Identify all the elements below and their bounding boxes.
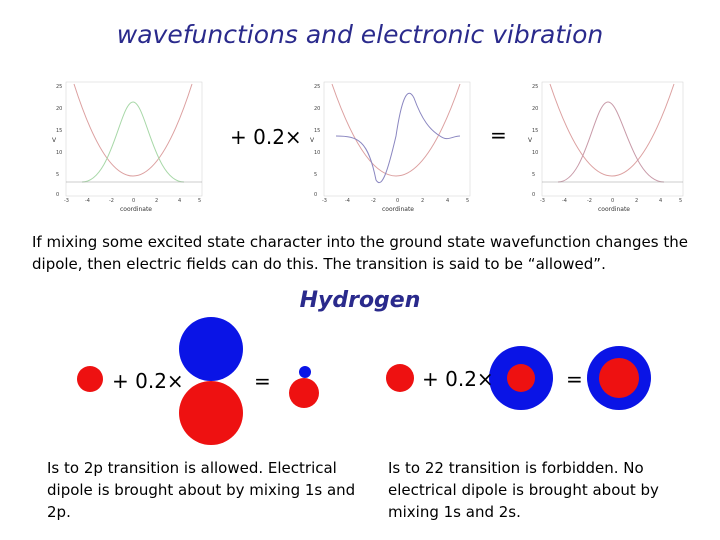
mixed-state-plot: 25 20 15 10 5 0 V -3 -4 -2 0 2 4 5 coord… [528, 81, 684, 213]
hydrogen-heading: Hydrogen [299, 288, 421, 313]
x-tick: 5 [679, 198, 682, 204]
x-tick: 2 [635, 198, 638, 204]
x-tick: -2 [587, 198, 592, 204]
x-tick: -3 [540, 198, 545, 204]
y-axis-label: V [310, 137, 315, 144]
caption-forbidden: Is to 22 transition is forbidden. No ele… [388, 459, 659, 521]
y-tick: 10 [314, 150, 320, 156]
y-tick: 20 [56, 106, 62, 112]
ground-wavefunction [81, 101, 185, 183]
y-tick: 25 [56, 84, 62, 90]
x-tick: 0 [611, 198, 614, 204]
x-tick: -2 [109, 198, 114, 204]
y-tick: 5 [56, 172, 59, 178]
y-tick: 5 [532, 172, 535, 178]
mixed-orbital-inner [599, 358, 639, 398]
potential-curve [73, 83, 193, 177]
y-tick: 10 [56, 150, 62, 156]
ground-state-plot: 25 20 15 10 5 0 V -3 -4 -2 0 2 4 5 coord… [52, 81, 203, 213]
x-tick: -3 [64, 198, 69, 204]
x-tick: 5 [466, 198, 469, 204]
x-axis-label: coordinate [382, 206, 414, 213]
orbital-diagram-1s-2p [77, 317, 319, 445]
y-tick: 15 [56, 128, 62, 134]
caption-allowed: Is to 2p transition is allowed. Electric… [47, 459, 356, 521]
y-ticks: 25 20 15 10 5 0 [314, 84, 320, 198]
orbital-2s-inner [507, 364, 535, 392]
mixed-lobe-small [299, 366, 311, 378]
equals-operator: = [566, 367, 583, 391]
x-tick: 2 [421, 198, 424, 204]
x-tick: 4 [659, 198, 662, 204]
x-tick: 5 [198, 198, 201, 204]
y-tick: 0 [314, 192, 317, 198]
page-title: wavefunctions and electronic vibration [116, 20, 604, 49]
x-tick: -4 [562, 198, 567, 204]
x-tick: 4 [446, 198, 449, 204]
x-tick: 0 [132, 198, 135, 204]
y-ticks: 25 20 15 10 5 0 [56, 84, 62, 198]
potential-curve [549, 83, 675, 177]
mixed-wavefunction [557, 101, 665, 183]
x-axis-label: coordinate [120, 206, 152, 213]
plus-operator: + 0.2× [230, 125, 302, 149]
x-ticks: -3 -4 -2 0 2 4 5 [64, 198, 201, 204]
y-tick: 15 [532, 128, 538, 134]
potential-curve [331, 83, 461, 177]
excited-state-plot: 25 20 15 10 5 0 V -3 -4 -2 0 2 4 5 coord… [310, 81, 471, 213]
y-tick: 25 [314, 84, 320, 90]
x-tick: -3 [322, 198, 327, 204]
x-ticks: -3 -4 -2 0 2 4 5 [540, 198, 682, 204]
y-tick: 20 [314, 106, 320, 112]
y-axis-label: V [528, 137, 533, 144]
orbital-2p-lobe-negative [179, 317, 243, 381]
y-axis-label: V [52, 137, 57, 144]
plus-operator: + 0.2× [112, 369, 184, 393]
y-tick: 20 [532, 106, 538, 112]
y-tick: 15 [314, 128, 320, 134]
x-tick: -4 [345, 198, 350, 204]
x-tick: -4 [85, 198, 90, 204]
orbital-diagram-1s-2s [386, 346, 651, 410]
equals-operator: = [254, 369, 271, 393]
explanation-text: If mixing some excited state character i… [32, 233, 688, 273]
orbital-1s [386, 364, 414, 392]
y-tick: 25 [532, 84, 538, 90]
y-tick: 5 [314, 172, 317, 178]
x-tick: 2 [155, 198, 158, 204]
y-tick: 0 [532, 192, 535, 198]
x-axis-label: coordinate [598, 206, 630, 213]
x-tick: 0 [396, 198, 399, 204]
orbital-1s [77, 366, 103, 392]
excited-wavefunction [335, 92, 461, 183]
x-tick: 4 [178, 198, 181, 204]
orbital-2p-lobe-positive [179, 381, 243, 445]
y-tick: 0 [56, 192, 59, 198]
mixed-lobe-large [289, 378, 319, 408]
plus-operator: + 0.2× [422, 367, 494, 391]
y-tick: 10 [532, 150, 538, 156]
x-tick: -2 [371, 198, 376, 204]
equals-operator: = [490, 123, 507, 147]
y-ticks: 25 20 15 10 5 0 [532, 84, 538, 198]
x-ticks: -3 -4 -2 0 2 4 5 [322, 198, 469, 204]
